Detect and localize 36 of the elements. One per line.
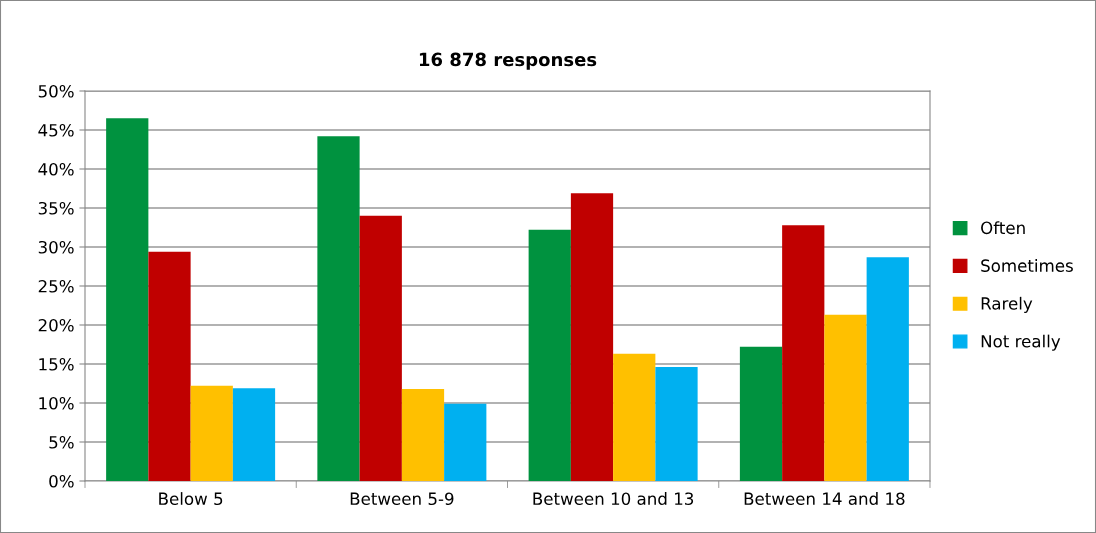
y-tick-label: 25% [38,279,74,293]
y-tick-label: 30% [38,240,74,254]
y-tick-label: 35% [38,201,74,215]
bar [359,215,402,481]
bar [739,346,783,481]
bar [824,314,867,481]
x-tick-label: Between 10 and 13 [533,492,694,506]
y-tick-label: 20% [38,318,74,332]
bar [317,136,360,481]
y-tick-label: 15% [39,357,74,371]
bar [148,251,191,481]
y-tick-label: 45% [38,123,74,137]
y-tick-label: 5% [49,435,74,449]
bar [401,388,445,481]
bar [782,225,825,481]
bar [613,353,656,481]
legend-label: Sometimes [981,259,1073,272]
y-tick-label: 50% [38,84,74,98]
x-tick-label: Below 5 [159,492,223,506]
x-tick-label: Between 14 and 18 [744,492,905,506]
chart-title: 16 878 responses [419,52,597,70]
bar [655,367,698,481]
bar [528,229,571,481]
bar [444,403,487,481]
bar [106,118,149,481]
bar [866,257,909,481]
legend-label: Rarely [981,296,1033,313]
bar [232,388,276,481]
y-tick-label: 10% [39,396,74,410]
bar [570,193,614,481]
x-tick-label: Between 5-9 [350,492,454,506]
y-tick-label: 0% [49,474,74,488]
bar [190,385,233,481]
legend-label: Not really [981,334,1061,351]
y-tick-label: 40% [38,162,74,176]
legend-label: Often [981,221,1025,235]
